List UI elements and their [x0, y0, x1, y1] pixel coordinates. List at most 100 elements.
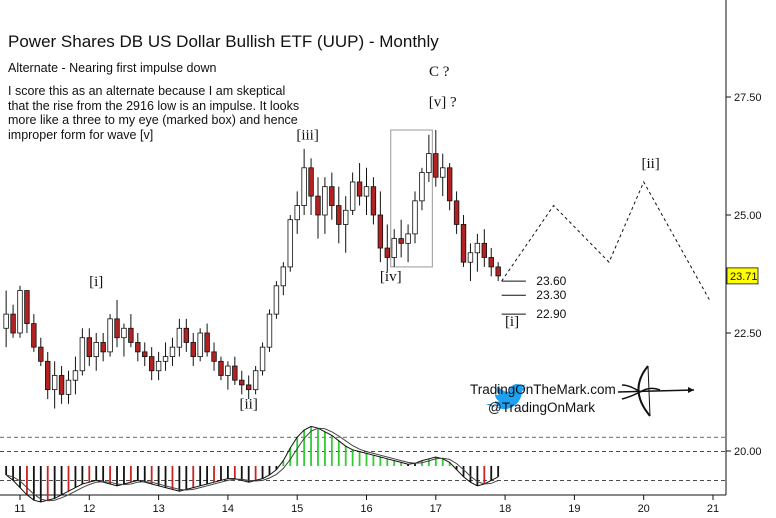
- x-tick-label: 16: [360, 503, 372, 515]
- chart-title: Power Shares DB US Dollar Bullish ETF (U…: [8, 32, 439, 51]
- candle: [114, 318, 120, 339]
- x-tick-label: 11: [14, 503, 25, 515]
- x-tick-label: 17: [430, 503, 442, 515]
- candle: [315, 195, 321, 216]
- candle: [322, 186, 328, 216]
- candle: [474, 242, 481, 254]
- candle: [204, 332, 210, 353]
- x-tick-label: 14: [222, 503, 234, 515]
- candle: [142, 351, 148, 358]
- wave-label: [iii]: [296, 127, 319, 143]
- projection-path: [501, 180, 710, 301]
- candle: [10, 313, 16, 334]
- candle: [398, 238, 404, 244]
- candle: [391, 238, 397, 258]
- target-label: 23.60: [536, 274, 566, 288]
- x-tick-label: 18: [499, 503, 511, 515]
- candle: [453, 200, 460, 225]
- candle: [38, 346, 44, 362]
- candle: [218, 360, 224, 376]
- candle: [363, 186, 370, 197]
- candle: [128, 327, 134, 343]
- target-label: 23.30: [536, 288, 566, 302]
- wave-label: [i]: [505, 314, 519, 330]
- candle: [162, 356, 169, 362]
- candle: [17, 290, 23, 334]
- candle: [51, 375, 58, 391]
- candle: [148, 356, 155, 372]
- marked-box: [390, 129, 433, 268]
- candle: [72, 370, 79, 381]
- candle: [377, 214, 384, 249]
- candle: [45, 360, 51, 391]
- candle: [31, 323, 37, 348]
- last-price-tag: [726, 267, 759, 285]
- candle: [308, 167, 314, 197]
- candle: [121, 327, 127, 339]
- wave-label: [i]: [89, 274, 103, 290]
- wave-label: C ?: [429, 64, 450, 80]
- candle: [135, 342, 141, 353]
- candle: [384, 247, 390, 258]
- candle: [169, 346, 176, 358]
- candle: [467, 252, 474, 263]
- x-tick-label: 15: [291, 503, 303, 515]
- candle: [252, 370, 259, 391]
- candle: [232, 365, 238, 381]
- analysis-note: I score this as an alternate because I a…: [8, 84, 300, 142]
- candle: [433, 153, 439, 178]
- wave-label: [ii]: [240, 397, 258, 413]
- candle: [488, 257, 494, 268]
- archer-bow-icon: [617, 365, 695, 417]
- oscillator-signal-line: [6, 427, 499, 502]
- candle: [79, 337, 86, 372]
- candle: [370, 186, 377, 216]
- candle: [211, 351, 217, 362]
- candle: [405, 233, 411, 244]
- site-link[interactable]: TradingOnTheMark.com: [470, 382, 616, 397]
- candle: [3, 313, 9, 329]
- candle: [460, 224, 467, 263]
- candle: [245, 384, 252, 391]
- candle: [329, 186, 335, 206]
- candle: [259, 346, 266, 372]
- candle: [266, 313, 273, 348]
- candle: [349, 181, 356, 211]
- candle: [100, 342, 106, 353]
- candle: [176, 327, 183, 348]
- candle: [294, 205, 300, 221]
- x-tick-label: 12: [83, 503, 95, 515]
- candle: [65, 379, 72, 395]
- candle: [93, 342, 99, 358]
- candle: [440, 167, 446, 178]
- candle: [343, 209, 349, 225]
- wave-label: [ii]: [641, 156, 659, 172]
- twitter-handle[interactable]: @TradingOnMark: [488, 400, 595, 415]
- candle: [197, 332, 203, 358]
- candle: [24, 290, 30, 324]
- y-tick-label: 27.50: [734, 92, 762, 104]
- candle: [273, 285, 280, 315]
- candle: [86, 337, 92, 358]
- y-tick-label: 22.50: [734, 328, 762, 340]
- candle: [412, 200, 418, 235]
- candle: [183, 327, 190, 343]
- x-tick-label: 21: [707, 503, 719, 515]
- chart-subtitle: Alternate - Nearing first impulse down: [8, 61, 217, 75]
- candle: [239, 379, 245, 386]
- candle: [446, 167, 453, 202]
- wave-label: [iv]: [380, 269, 402, 285]
- oscillator-line: [5, 425, 499, 503]
- candle: [301, 167, 307, 206]
- candle: [225, 365, 231, 376]
- candle: [426, 153, 432, 173]
- y-tick-label: 25.00: [734, 210, 762, 222]
- x-tick-label: 13: [152, 503, 164, 515]
- candle: [155, 360, 162, 372]
- candle: [280, 266, 287, 287]
- candle: [481, 242, 488, 258]
- target-label: 22.90: [536, 307, 566, 321]
- candle: [356, 181, 363, 197]
- candle: [495, 266, 501, 277]
